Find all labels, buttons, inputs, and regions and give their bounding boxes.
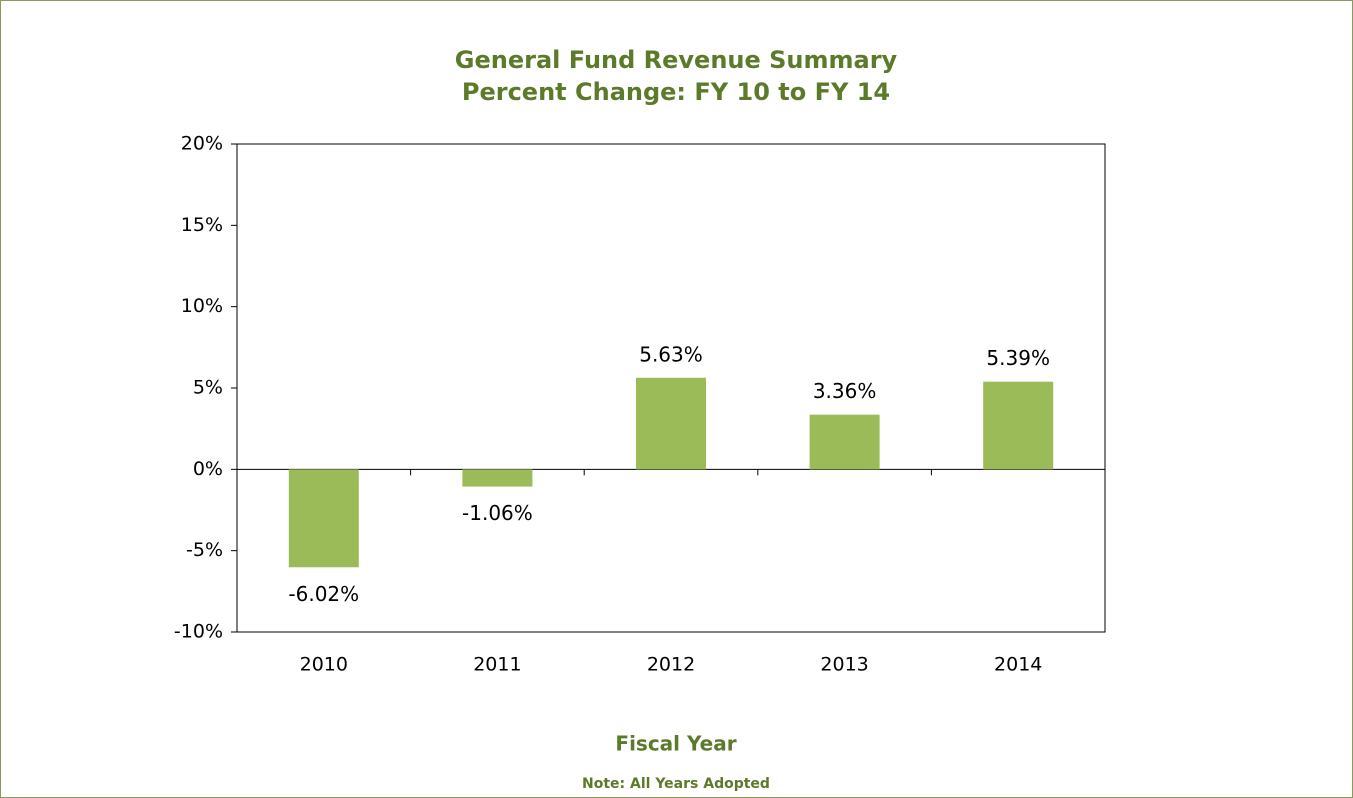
x-tick-label: 2014 [994, 654, 1042, 676]
x-axis-title: Fiscal Year [615, 732, 736, 756]
bar [983, 381, 1054, 470]
bar [809, 414, 880, 470]
y-tick-label: 15% [181, 214, 223, 236]
chart-title: General Fund Revenue Summary [455, 46, 898, 74]
note: Note: All Years Adopted [582, 776, 770, 792]
y-tick-label: -5% [186, 539, 223, 561]
chart-subtitle: Percent Change: FY 10 to FY 14 [462, 78, 890, 106]
bar [462, 469, 533, 487]
x-tick-label: 2011 [473, 654, 521, 676]
data-label: -1.06% [462, 501, 533, 525]
x-tick-label: 2010 [300, 654, 348, 676]
data-label: 5.63% [639, 342, 703, 366]
bar [288, 469, 359, 568]
bar [636, 377, 706, 470]
y-tick-label: -10% [174, 621, 223, 643]
y-tick-label: 10% [181, 295, 223, 317]
data-label: 5.39% [986, 346, 1050, 370]
x-tick-label: 2012 [647, 654, 695, 676]
data-label: -6.02% [288, 582, 359, 606]
data-label: 3.36% [813, 379, 877, 403]
y-tick-label: 0% [193, 458, 223, 480]
y-tick-label: 5% [193, 377, 223, 399]
y-tick-label: 20% [181, 133, 223, 155]
x-tick-label: 2013 [820, 654, 868, 676]
